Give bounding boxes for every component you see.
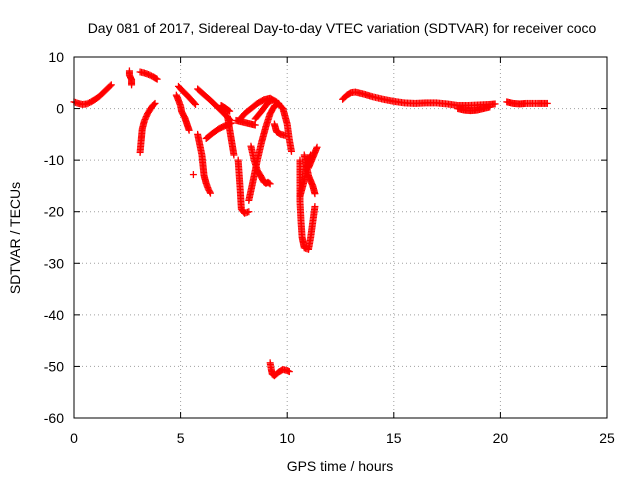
series-arc-b [125,67,136,89]
data-point-marker [251,121,259,129]
data-point-marker [311,203,319,211]
y-tick-label: -10 [44,152,64,168]
axis-ticks [73,56,608,419]
series-arc-k [217,101,234,115]
y-tick-label: -40 [44,307,64,323]
series-arc-aa [503,98,551,108]
data-point-marker [287,147,295,155]
series-arc-x [305,143,321,172]
data-point-marker [225,106,233,114]
series-arc-y [339,88,499,109]
data-point-marker [543,99,551,107]
series-arc-s [270,120,289,139]
data-point-marker [266,180,274,188]
series-arc-q [245,99,283,204]
x-tick-label: 5 [177,430,185,446]
x-tick-label: 20 [493,430,509,446]
data-point-marker [189,171,197,179]
series-arc-g [189,171,197,179]
series-arc-u [296,156,319,253]
chart-title: Day 081 of 2017, Sidereal Day-to-day VTE… [88,20,597,36]
x-axis-label: GPS time / hours [287,458,394,474]
data-point-marker [192,100,200,108]
series-arc-r [251,96,276,123]
data-point-marker [486,103,494,111]
series-arc-l [224,112,238,159]
data-point-marker [491,100,499,108]
data-point-marker [150,100,158,108]
data-point-marker [190,99,198,107]
series-arc-z [454,103,494,115]
plot-area-border [73,56,608,419]
data-point-marker [268,96,276,104]
y-tick-label: -30 [44,255,64,271]
series-arc-t [266,359,293,380]
data-point-marker [313,143,321,151]
series-arc-a [70,81,115,108]
series-arc-n [234,156,253,217]
x-tick-label: 0 [70,430,78,446]
data-point-marker [285,368,293,376]
x-tick-label: 10 [279,430,295,446]
data-point-marker [230,151,238,159]
y-tick-label: -50 [44,358,64,374]
data-point-marker [265,179,273,187]
series-arc-d [136,99,159,156]
y-tick-label: -60 [44,410,64,426]
data-point-marker [151,99,159,107]
y-axis-label: SDTVAR / TECUs [7,182,23,294]
data-points [70,67,551,380]
data-point-marker [245,208,253,216]
series-arc-h [194,85,234,123]
series-arc-f [172,91,193,134]
data-point-marker [311,190,319,198]
data-point-marker [206,188,214,196]
data-point-marker [281,131,289,139]
series-arc-e [174,82,200,108]
y-tick-label: -20 [44,204,64,220]
x-tick-label: 25 [599,430,615,446]
data-point-marker [185,126,193,134]
data-point-marker [206,189,214,197]
data-point-marker [267,97,275,105]
data-point-marker [153,75,161,83]
data-point-marker [107,81,115,89]
y-tick-label: 0 [56,101,64,117]
data-point-marker [275,99,283,107]
data-point-marker [106,82,114,90]
data-point-marker [128,81,136,89]
series-arc-i [194,130,214,197]
series-arc-c [136,68,161,83]
tick-labels: 0 5 10 15 20 25 -60 -50 -40 -30 -20 -10 0 10 [44,49,615,446]
y-tick-label: 10 [48,49,64,65]
x-tick-label: 15 [386,430,402,446]
data-point-marker [226,107,234,115]
